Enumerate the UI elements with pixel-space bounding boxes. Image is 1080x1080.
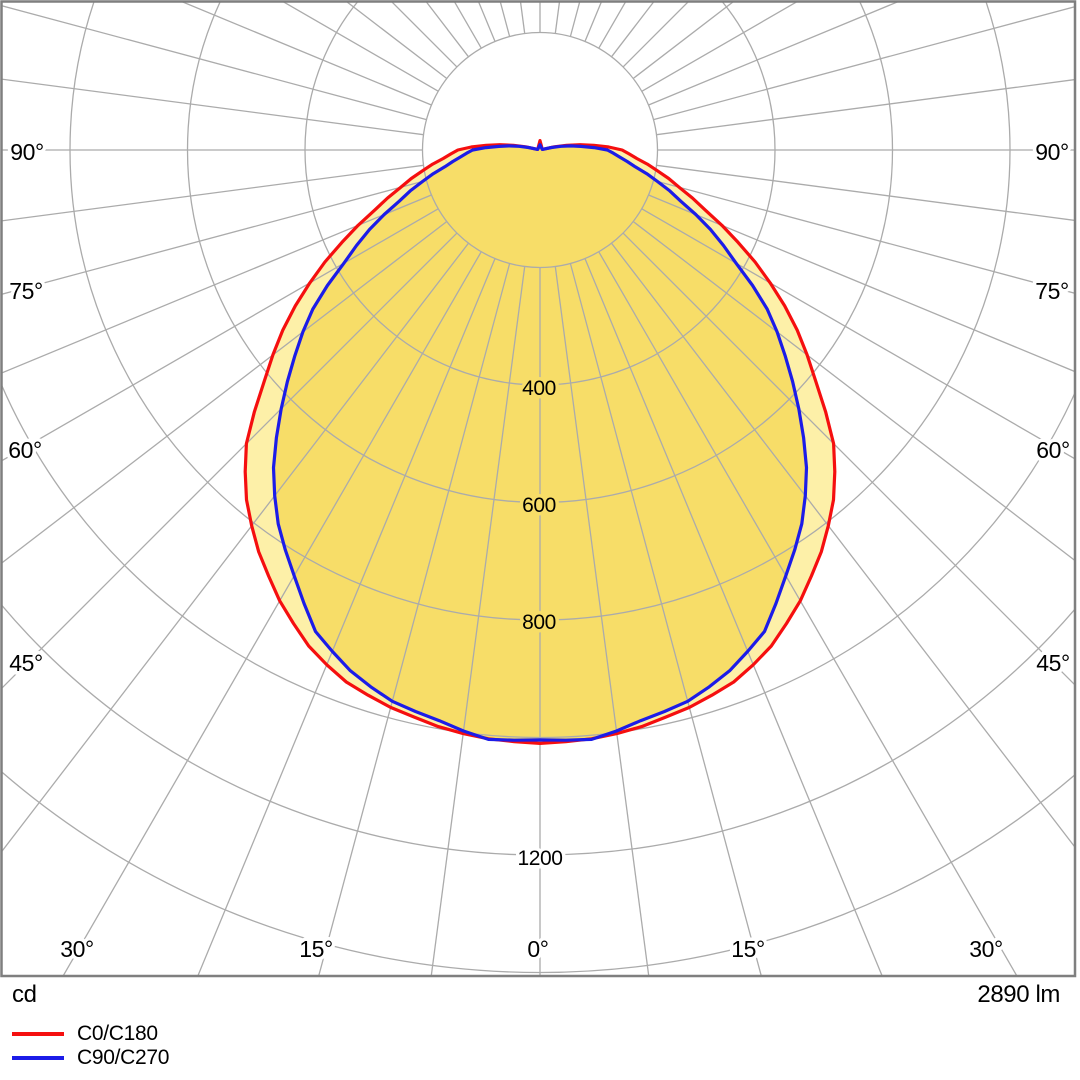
angle-label-0: 0° (527, 936, 548, 962)
ring-label-600: 600 (522, 494, 556, 517)
legend-item-c0-c180: C0/C180 (12, 1022, 158, 1045)
ring-label-800: 800 (522, 611, 556, 634)
legend-swatch-1 (12, 1056, 64, 1060)
luminous-flux-label: 2890 lm (977, 981, 1060, 1008)
angle-label-75: 75° (1035, 278, 1069, 304)
angle-label-60: 60° (1036, 437, 1070, 463)
angle-label-15: 15° (299, 936, 333, 962)
ring-labels: 400 600 800 1200 (514, 374, 567, 874)
ring-label-400: 400 (522, 377, 556, 400)
angle-labels: 90° 75° 60° 45° 90° 75° 60° 45° 30° 15° 0° 15° 30° (5, 136, 1074, 966)
angle-label-45: 45° (1036, 650, 1070, 676)
ring-label-1200: 1200 (517, 847, 562, 870)
angle-label-45: 45° (9, 650, 43, 676)
angle-label-15: 15° (731, 936, 765, 962)
legend-label-1: C90/C270 (77, 1046, 170, 1069)
legend-label-0: C0/C180 (77, 1022, 158, 1045)
angle-label-75: 75° (9, 278, 43, 304)
angle-label-60: 60° (8, 437, 42, 463)
angle-label-90: 90° (10, 139, 44, 165)
angle-label-90: 90° (1035, 139, 1069, 165)
curve-c0-c180 (243, 139, 837, 745)
plot-border (0, 0, 1077, 978)
legend-swatch-0 (12, 1032, 64, 1036)
units-label: cd (12, 981, 37, 1008)
angle-label-30: 30° (60, 936, 94, 962)
angle-label-30: 30° (969, 936, 1003, 962)
curve-c90-c270 (271, 143, 809, 742)
legend-item-c90-c270: C90/C270 (12, 1046, 170, 1069)
